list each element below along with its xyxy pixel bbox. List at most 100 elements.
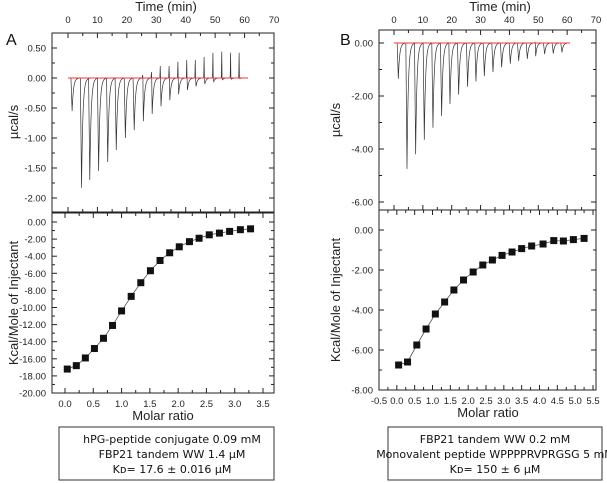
data-point [450,286,458,294]
panel-label-a: A [6,32,17,49]
x-tick-label: 2.0 [462,396,475,407]
info-box-a: hPG-peptide conjugate 0.09 mM FBP21 tand… [58,426,275,481]
x-tick-label: 1.5 [444,396,457,407]
x-tick-label: 50 [210,15,221,26]
data-point [109,321,117,329]
injection-peak [431,42,442,128]
info-line: FBP21 tandem WW 0.2 mM [420,433,570,446]
data-point [404,358,412,366]
y-tick-label: -6.00 [351,198,373,209]
x-axis-title-a: Molar ratio [132,408,193,423]
injection-peak [500,42,510,68]
data-point [508,248,516,256]
y-tick-label: -20.00 [19,389,46,400]
injection-peak [517,42,527,62]
x-tick-label: 10 [92,15,103,26]
injection-peak [422,42,433,140]
injection-peak [534,41,544,57]
data-point [422,325,430,333]
plot-frame [378,29,597,211]
injection-peak [97,77,107,172]
x-tick-label: 3.0 [497,396,510,407]
x-tick-label: 60 [562,15,573,26]
x-tick-label: 0 [391,15,396,26]
info-line: Kᴅ= 17.6 ± 0.016 µM [113,463,232,476]
data-point [395,361,403,369]
x-tick-label: 10 [418,15,429,26]
x-tick-label: 70 [591,15,602,26]
y-axis-title-a-top: µcal/s [6,104,21,139]
x-tick-label: 3.5 [256,399,269,410]
injection-peak [185,59,196,91]
x-tick-label: 4.0 [533,396,546,407]
data-point [81,354,89,362]
x-tick-label: 70 [269,15,280,26]
injection-peak [132,77,143,131]
data-point [226,227,234,235]
injection-peak [560,42,571,53]
data-point [156,256,164,264]
y-tick-label: -4.00 [24,252,46,263]
data-point [569,236,577,244]
data-point [460,276,468,284]
injection-peak [141,74,152,122]
x-tick-label: 0.5 [408,396,421,407]
chart-a-bottom: 0.0 0.5 1.0 1.5 2.0 2.5 3.0 3.5 0.00 -2.00 -4.00 -6… [19,212,275,410]
x-tick-label: 20 [446,15,457,26]
data-point [469,268,477,276]
injection-peak [414,42,424,155]
y-tick-label: 0.00 [28,218,47,229]
data-point [127,292,135,300]
y-tick-label: -8.00 [24,286,46,297]
injection-peak [80,77,90,188]
injection-peak [168,65,179,101]
info-line: hPG-peptide conjugate 0.09 mM [83,433,261,446]
injection-peak [238,52,249,80]
data-point [539,240,547,248]
y-tick-label: -4.00 [351,145,373,156]
data-point [479,261,487,269]
y-tick-label: -18.00 [19,371,46,382]
injection-peak [194,59,205,87]
injection-peak [159,65,170,107]
injection-peak [220,51,231,81]
y-tick-label: -2.00 [24,194,46,205]
injection-peak [525,42,536,59]
plot-frame [51,212,275,394]
x-tick-label: 5.0 [569,396,582,407]
y-tick-label: 0.00 [355,39,374,50]
injection-peak [508,42,519,64]
y-tick-label: -4.00 [351,306,373,317]
data-point [488,256,496,264]
injection-peak [106,77,117,163]
injection-peak [474,42,485,82]
data-point [185,238,193,246]
injection-peak [448,42,459,104]
x-tick-label: 40 [180,15,191,26]
y-tick-label: 0.00 [28,74,47,85]
injection-peak [491,42,502,73]
x-tick-label: 60 [239,15,250,26]
y-tick-label: 0.50 [28,44,47,55]
data-point [63,365,71,373]
x-axis-title-b: Molar ratio [457,405,518,420]
data-point [580,234,588,242]
injection-peak [543,42,553,55]
data-point [431,310,439,318]
data-point [146,267,154,275]
chart-b-top: 0 10 20 30 40 50 60 70 0.00 -2.00 -4.00 -6.00 [351,15,602,211]
y-tick-label: 0.00 [355,226,374,237]
info-box-b: FBP21 tandem WW 0.2 mM Monovalent peptid… [376,426,607,481]
injection-peak [440,42,450,116]
y-axis-title-a-bottom: Kcal/Mole of Injectant [6,240,21,365]
data-point [247,225,255,233]
y-tick-label: -2.00 [351,92,373,103]
x-tick-label: 4.5 [551,396,564,407]
y-tick-label: -8.00 [351,386,373,397]
y-tick-label: -16.00 [19,354,46,365]
plot-frame [378,209,597,391]
y-tick-label: -14.00 [19,337,46,348]
injection-peak [229,52,240,80]
info-line: FBP21 tandem WW 1.4 µM [99,448,246,461]
